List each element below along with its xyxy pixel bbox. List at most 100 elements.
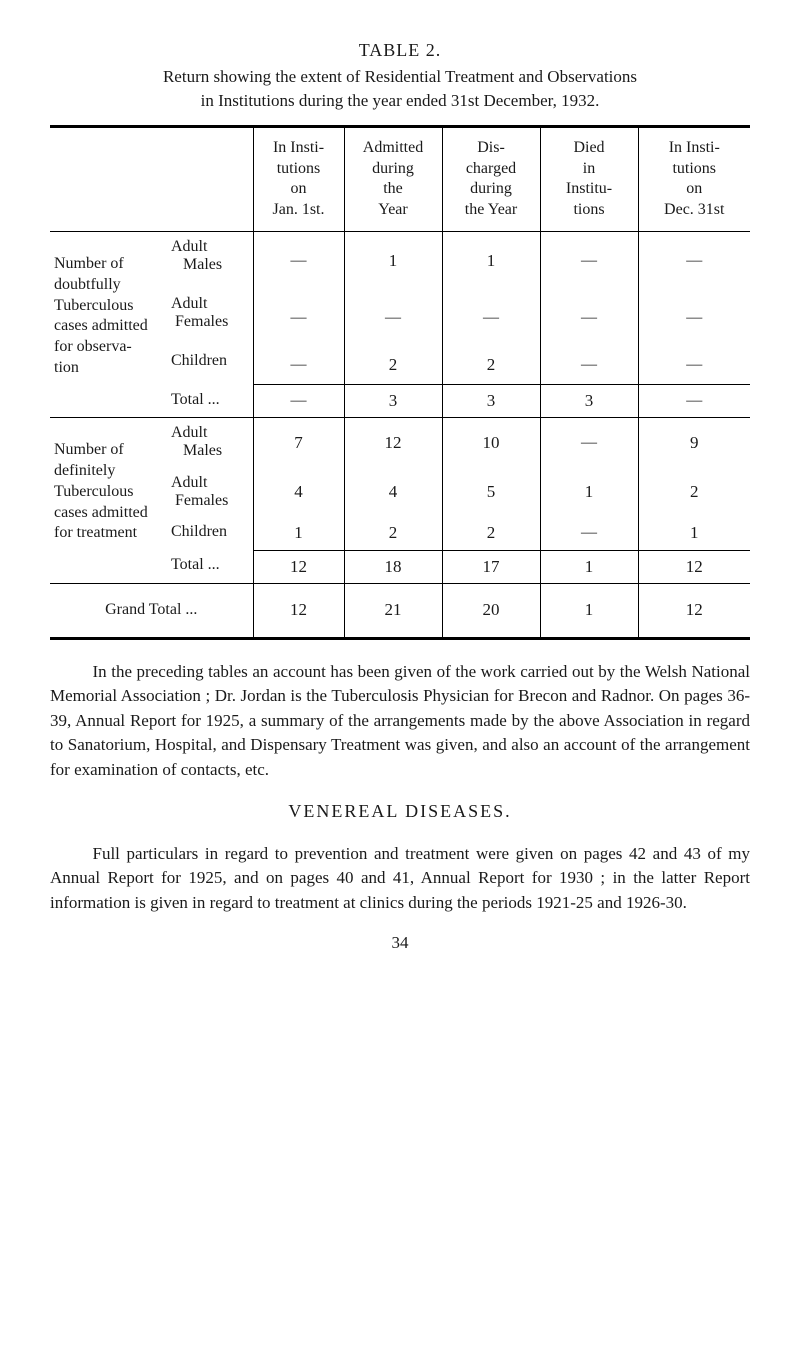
s2r1-sub: Adult Males — [169, 418, 253, 468]
s1r2c4: — — [344, 289, 442, 346]
s2r3c7: 1 — [638, 517, 750, 550]
s1tc6: 3 — [540, 385, 638, 418]
h6l2: in — [583, 160, 595, 177]
h5l3: during — [470, 180, 512, 197]
s2-total-blank — [50, 550, 169, 583]
s1r2c7: — — [638, 289, 750, 346]
s2r2s2: Females — [175, 492, 228, 509]
header-admitted: Admitted during the Year — [344, 126, 442, 231]
narrative-paragraph-1: In the preceding tables an account has b… — [50, 660, 750, 783]
h6l1: Died — [573, 139, 604, 156]
h6l4: tions — [573, 201, 604, 218]
s2r1c5: 10 — [442, 418, 540, 468]
s1r1s1: Adult — [171, 238, 207, 255]
gtc6: 1 — [540, 583, 638, 638]
s2l5: for treatment — [54, 524, 137, 541]
h4l3: the — [383, 180, 403, 197]
s2r2c5: 5 — [442, 468, 540, 517]
s2r2c4: 4 — [344, 468, 442, 517]
s1r1c4: 1 — [344, 231, 442, 289]
s2r1s2: Males — [183, 442, 222, 459]
s2tc5: 17 — [442, 550, 540, 583]
data-table: In Insti- tutions on Jan. 1st. Admitted … — [50, 125, 750, 640]
s2r2-sub: Adult Females — [169, 468, 253, 517]
s2tc4: 18 — [344, 550, 442, 583]
h5l2: charged — [466, 160, 516, 177]
table-title: TABLE 2. — [50, 40, 750, 61]
section-heading-venereal: VENEREAL DISEASES. — [50, 801, 750, 822]
s2tc6: 1 — [540, 550, 638, 583]
h4l1: Admitted — [363, 139, 423, 156]
grand-total-label: Grand Total ... — [50, 583, 253, 638]
s1r2s1: Adult — [171, 295, 207, 312]
section2-label: Number of definitely Tuberculous cases a… — [50, 418, 169, 550]
h7l3: on — [686, 180, 702, 197]
table-caption-line1: Return showing the extent of Residential… — [50, 65, 750, 89]
table-row: Total ... — 3 3 3 — — [50, 385, 750, 418]
h4l4: Year — [378, 201, 407, 218]
s2tc7: 12 — [638, 550, 750, 583]
header-blank — [50, 126, 253, 231]
s1r2c6: — — [540, 289, 638, 346]
s2r3c5: 2 — [442, 517, 540, 550]
grand-total-row: Grand Total ... 12 21 20 1 12 — [50, 583, 750, 638]
s2r3c6: — — [540, 517, 638, 550]
h7l2: tutions — [672, 160, 716, 177]
s1l2: doubtfully — [54, 276, 121, 293]
gtc7: 12 — [638, 583, 750, 638]
s2r2c6: 1 — [540, 468, 638, 517]
s1tc3: — — [253, 385, 344, 418]
s1r3c4: 2 — [344, 346, 442, 385]
h6l3: Institu- — [566, 180, 612, 197]
table-caption-line2: in Institutions during the year ended 31… — [50, 91, 750, 111]
s1r2c3: — — [253, 289, 344, 346]
s2l2: definitely — [54, 462, 115, 479]
header-row: In Insti- tutions on Jan. 1st. Admitted … — [50, 126, 750, 231]
s1l6: tion — [54, 359, 79, 376]
gtc4: 21 — [344, 583, 442, 638]
s1tc7: — — [638, 385, 750, 418]
h3l2: tutions — [277, 160, 321, 177]
s2r2c7: 2 — [638, 468, 750, 517]
s1r3c7: — — [638, 346, 750, 385]
s2l3: Tuberculous — [54, 483, 133, 500]
h5l1: Dis- — [477, 139, 505, 156]
s1l5: for observa- — [54, 338, 132, 355]
s1r3c6: — — [540, 346, 638, 385]
s1r3c3: — — [253, 346, 344, 385]
narrative-paragraph-2: Full particulars in regard to prevention… — [50, 842, 750, 916]
s1l1: Number of — [54, 255, 124, 272]
s2l1: Number of — [54, 441, 124, 458]
s1r1s2: Males — [183, 256, 222, 273]
s2r2c3: 4 — [253, 468, 344, 517]
s2r1c6: — — [540, 418, 638, 468]
s1r3c5: 2 — [442, 346, 540, 385]
gtc3: 12 — [253, 583, 344, 638]
s1r2s2: Females — [175, 313, 228, 330]
h3l3: on — [291, 180, 307, 197]
h5l4: the Year — [465, 201, 517, 218]
s1r1c5: 1 — [442, 231, 540, 289]
s1r1c7: — — [638, 231, 750, 289]
s2r1s1: Adult — [171, 424, 207, 441]
s2r1c7: 9 — [638, 418, 750, 468]
h4l2: during — [372, 160, 414, 177]
s2-total-sub: Total ... — [169, 550, 253, 583]
s1r1-sub: Adult Males — [169, 231, 253, 289]
s1-total-blank — [50, 385, 169, 418]
s2r2s1: Adult — [171, 474, 207, 491]
table-row: Number of definitely Tuberculous cases a… — [50, 418, 750, 468]
s1r2-sub: Adult Females — [169, 289, 253, 346]
s1r1c6: — — [540, 231, 638, 289]
s1l4: cases admitted — [54, 317, 148, 334]
s2r3c3: 1 — [253, 517, 344, 550]
section1-label: Number of doubtfully Tuberculous cases a… — [50, 231, 169, 384]
gtc5: 20 — [442, 583, 540, 638]
table-row: Number of doubtfully Tuberculous cases a… — [50, 231, 750, 289]
header-insti-jan: In Insti- tutions on Jan. 1st. — [253, 126, 344, 231]
s2r3c4: 2 — [344, 517, 442, 550]
h3l4: Jan. 1st. — [273, 201, 325, 218]
header-discharged: Dis- charged during the Year — [442, 126, 540, 231]
s1r1c3: — — [253, 231, 344, 289]
h3l1: In Insti- — [273, 139, 324, 156]
